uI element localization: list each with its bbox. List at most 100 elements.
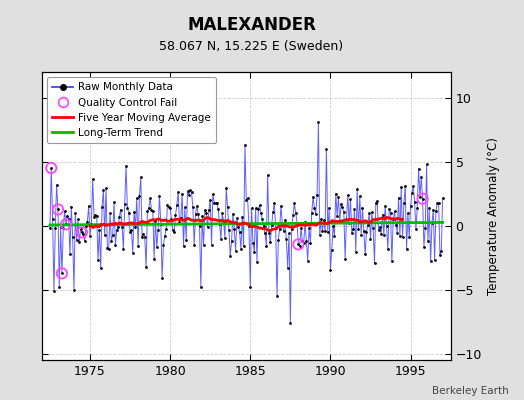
Point (259, 223, 268, 229)
Point (315, 232, 324, 238)
Point (384, 246, 392, 252)
Point (211, 200, 220, 206)
Point (104, 246, 113, 252)
Point (114, 224, 122, 230)
Point (142, 264, 150, 270)
Point (189, 204, 197, 210)
Point (389, 216, 397, 222)
Point (170, 228, 178, 235)
Point (255, 202, 264, 208)
Point (401, 182, 409, 189)
Point (265, 230, 273, 236)
Point (414, 166, 423, 172)
Point (273, 293, 281, 299)
Point (247, 205, 256, 212)
Point (121, 200, 129, 207)
Point (177, 215, 185, 221)
Point (428, 220, 436, 227)
Point (418, 196, 427, 202)
Point (214, 206, 222, 212)
Point (373, 198, 381, 204)
Point (317, 216, 325, 223)
Point (369, 225, 377, 232)
Point (139, 231, 148, 238)
Point (70, 286, 78, 293)
Point (199, 242, 208, 248)
Point (422, 161, 431, 167)
Point (366, 236, 375, 242)
Point (361, 251, 369, 258)
Point (244, 195, 252, 202)
Point (340, 208, 348, 215)
Point (46, 225, 54, 231)
Point (62, 221, 70, 228)
Point (93, 212, 101, 219)
Point (62, 221, 70, 228)
Point (312, 211, 320, 218)
Point (308, 210, 316, 216)
Point (395, 194, 403, 201)
Point (131, 224, 139, 230)
Point (286, 320, 294, 326)
Point (103, 244, 112, 251)
Point (290, 200, 299, 206)
Point (241, 142, 249, 148)
Point (126, 229, 134, 235)
Point (238, 214, 246, 220)
Point (281, 217, 289, 223)
Point (55, 284, 63, 290)
Point (294, 241, 302, 248)
Point (94, 256, 102, 263)
Point (425, 205, 433, 211)
Point (322, 146, 331, 152)
Point (58, 270, 66, 276)
Point (269, 208, 277, 215)
Point (305, 224, 313, 231)
Point (383, 222, 391, 229)
Point (356, 193, 364, 199)
Point (182, 237, 190, 244)
Point (293, 220, 301, 226)
Point (303, 257, 312, 264)
Point (437, 248, 445, 254)
Point (128, 250, 137, 256)
Text: Berkeley Earth: Berkeley Earth (432, 386, 508, 396)
Point (48, 216, 57, 222)
Point (381, 202, 389, 209)
Point (368, 209, 376, 216)
Point (158, 274, 166, 281)
Point (289, 212, 297, 218)
Point (125, 210, 133, 216)
Point (166, 204, 174, 211)
Point (116, 206, 125, 213)
Point (123, 204, 132, 211)
Point (359, 228, 368, 235)
Point (306, 240, 314, 246)
Point (210, 200, 219, 206)
Point (283, 264, 292, 271)
Point (301, 219, 309, 226)
Point (335, 218, 344, 224)
Point (397, 184, 406, 190)
Point (385, 206, 394, 212)
Point (357, 232, 365, 238)
Point (187, 189, 195, 196)
Point (235, 229, 244, 235)
Point (309, 194, 317, 200)
Point (398, 234, 407, 241)
Point (313, 192, 321, 198)
Point (279, 228, 288, 234)
Point (135, 193, 144, 200)
Point (276, 226, 284, 232)
Point (202, 209, 211, 216)
Point (277, 202, 285, 209)
Point (206, 197, 214, 203)
Point (408, 190, 416, 196)
Point (115, 214, 124, 220)
Point (417, 174, 425, 180)
Point (258, 216, 267, 222)
Point (157, 220, 165, 227)
Point (102, 185, 110, 192)
Point (118, 224, 126, 230)
Point (113, 227, 121, 234)
